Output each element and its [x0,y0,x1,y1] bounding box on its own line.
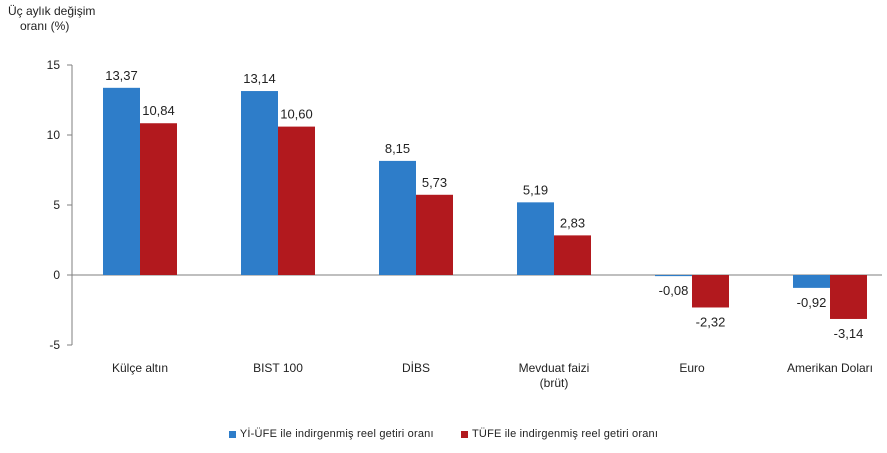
bar-series-2 [554,235,591,275]
data-label: 2,83 [560,215,585,230]
legend-item-series-2: TÜFE ile indirgenmiş reel getiri oranı [461,428,658,440]
bar-series-2 [140,123,177,276]
legend-label-series-1: Yİ-ÜFE ile indirgenmiş reel getiri oranı [239,428,434,441]
y-tick-label: 10 [47,128,61,142]
category-label: DİBS [402,361,430,375]
bar-series-2 [830,275,867,319]
y-tick-label: -5 [49,338,60,352]
bar-series-1 [793,275,830,288]
y-tick-label: 0 [53,268,60,282]
data-label: 13,14 [243,71,276,86]
category-label: Amerikan Doları [787,361,873,375]
data-label: -0,08 [659,283,689,298]
bar-series-2 [416,194,453,275]
data-label: 5,73 [422,175,447,190]
legend-swatch-series-2 [461,430,468,438]
y-tick-label: 5 [53,198,60,212]
category-label: (brüt) [540,376,569,390]
category-label: Külçe altın [112,361,168,375]
bar-series-1 [655,275,692,277]
data-label: -0,92 [797,295,827,310]
y-axis-title: Üç aylık değişim oranı (%) [8,4,95,34]
bar-series-1 [241,91,278,275]
bar-series-1 [379,160,416,275]
data-label: 10,84 [142,103,175,118]
legend-item-series-1: Yİ-ÜFE ile indirgenmiş reel getiri oranı [228,428,434,441]
category-label: BIST 100 [253,361,303,375]
data-label: -3,14 [834,326,864,341]
data-label: 8,15 [385,141,410,156]
bar-series-2 [692,275,729,308]
legend: Yİ-ÜFE ile indirgenmiş reel getiri oranı… [0,428,887,440]
category-label: Euro [679,361,705,375]
bar-series-1 [517,202,554,275]
data-label: 13,37 [105,68,138,83]
data-label: -2,32 [696,314,726,329]
bar-chart: 15 10 5 0 -5 13,37 10,84 Külçe altın 13,14 10,60 B… [47,58,882,390]
legend-swatch-series-1 [228,430,236,438]
bar-series-2 [278,126,315,275]
y-axis-title-line-1: Üç aylık değişim [8,4,96,18]
y-tick-label: 15 [47,58,61,72]
bar-series-1 [103,87,140,275]
y-axis-title-line-2: oranı (%) [20,19,70,33]
data-label: 10,60 [280,107,313,122]
category-label: Mevduat faizi [519,361,590,375]
legend-label-series-2: TÜFE ile indirgenmiş reel getiri oranı [472,428,659,441]
data-label: 5,19 [523,182,548,197]
